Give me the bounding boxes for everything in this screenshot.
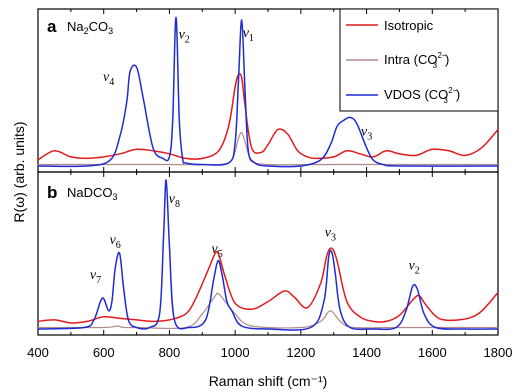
x-tick-label: 400 xyxy=(27,345,49,360)
panel-a-mode-label-2: v2 xyxy=(179,27,190,45)
panel-b-mode-label-3: v3 xyxy=(325,225,336,243)
panel-b-series-isotropic xyxy=(37,247,499,324)
x-tick-label: 1200 xyxy=(286,345,315,360)
panel-b-mode-label-2: v2 xyxy=(409,259,420,277)
panel-b-mode-label-7: v7 xyxy=(90,268,101,286)
panel-b-title: NaDCO3 xyxy=(67,185,118,202)
x-tick-label: 800 xyxy=(159,345,181,360)
x-tick-label: 1400 xyxy=(352,345,381,360)
y-axis-label: R(ω) (arb. units) xyxy=(11,121,27,222)
panel-b-series-intra xyxy=(37,292,498,330)
panel-b-mode-label-5: v5 xyxy=(211,242,222,260)
panel-b-series xyxy=(37,179,499,331)
panel-a-series-vdos xyxy=(37,16,499,168)
panel-a-title: Na2CO3 xyxy=(67,19,113,36)
panel-a-mode-label-4: v4 xyxy=(103,70,114,88)
panel-a-label: a xyxy=(47,17,57,36)
legend-label-intra: Intra (CO2− 3) xyxy=(384,51,449,70)
x-axis-ticks: 400 600 800 1000 1200 1400 1600 1800 xyxy=(27,9,512,360)
legend: Isotropic Intra (CO2− 3) VDOS (CO2− 3) xyxy=(339,8,499,112)
panel-b-mode-label-8: v8 xyxy=(169,192,180,210)
panel-a-mode-label-3: v3 xyxy=(361,125,372,143)
panel-b-label: b xyxy=(47,183,57,202)
panel-a-mode-label-1: v1 xyxy=(243,26,254,44)
x-tick-label: 1000 xyxy=(221,345,250,360)
panel-a-series xyxy=(37,16,499,168)
panel-b-mode-label-6: v6 xyxy=(110,233,121,251)
legend-label-vdos: VDOS (CO2− 3) xyxy=(384,86,460,105)
legend-box xyxy=(339,8,499,112)
panel-a-annotations: v4 v2 v1 v3 xyxy=(103,26,372,143)
panel-b-series-vdos xyxy=(37,179,499,331)
panel-a-series-intra xyxy=(38,131,498,166)
x-tick-label: 1600 xyxy=(418,345,447,360)
panel-b-annotations: v7 v6 v8 v5 v3 v2 xyxy=(90,192,420,286)
x-tick-label: 600 xyxy=(93,345,115,360)
x-tick-label: 1800 xyxy=(484,345,513,360)
panel-a-series-isotropic xyxy=(37,73,499,161)
x-axis-label: Raman shift (cm⁻¹) xyxy=(209,373,328,389)
legend-label-isotropic: Isotropic xyxy=(384,18,434,33)
